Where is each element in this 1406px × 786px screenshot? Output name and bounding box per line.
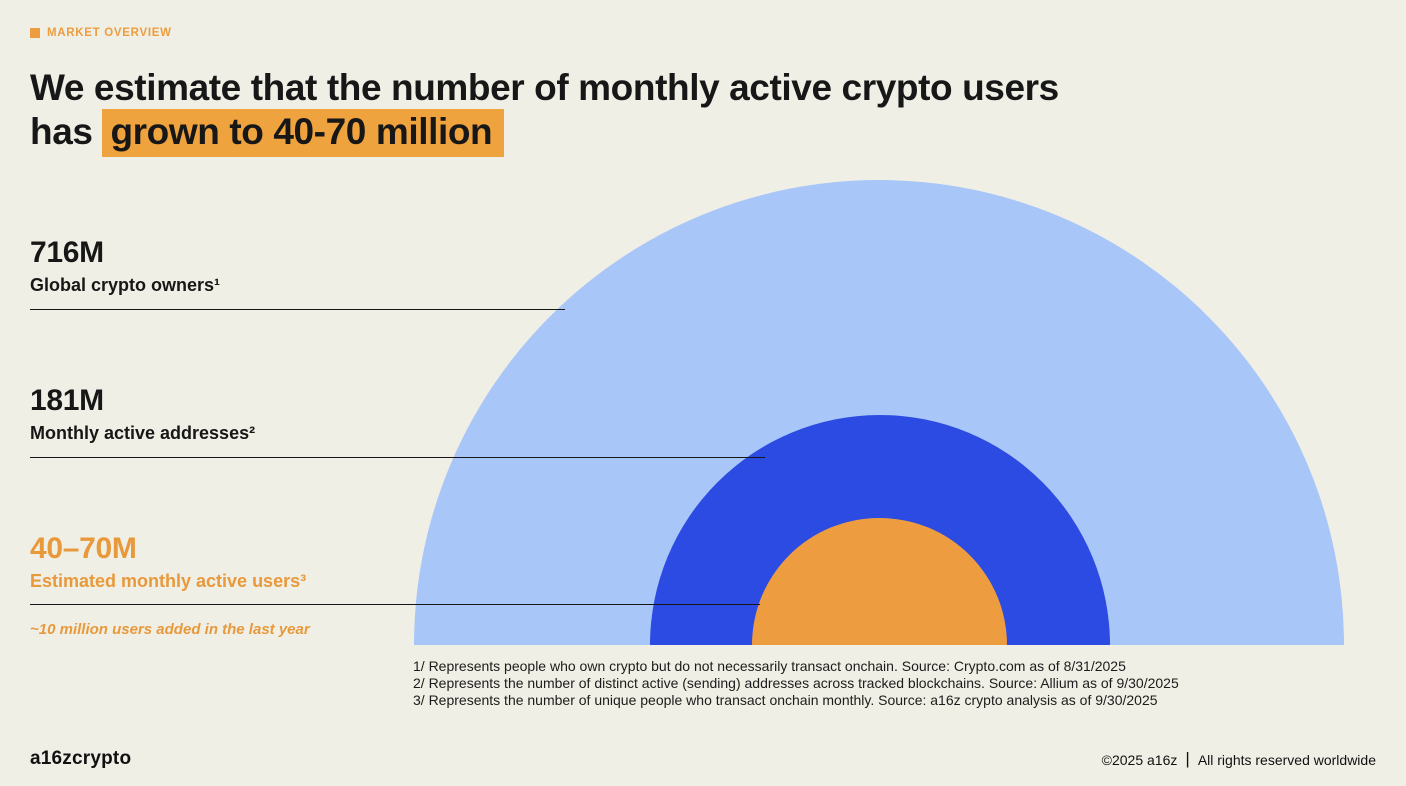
metric-value: 181M: [30, 384, 104, 417]
footnote-2: 2/ Represents the number of distinct act…: [413, 675, 1179, 691]
leader-line-estimated-monthly-active-users: [30, 604, 760, 605]
copyright: ©2025 a16z | All rights reserved worldwi…: [1101, 749, 1376, 768]
leader-line-monthly-active-addresses: [30, 457, 765, 458]
copyright-year: ©2025 a16z: [1101, 751, 1178, 768]
metric-global-crypto-owners: 716M Global crypto owners¹: [30, 236, 220, 296]
metric-label: Monthly active addresses²: [30, 423, 256, 443]
metric-monthly-active-addresses: 181M Monthly active addresses²: [30, 384, 255, 444]
eyebrow-square-icon: [30, 28, 40, 38]
slide-title: We estimate that the number of monthly a…: [30, 66, 1280, 158]
annotation-users-added: ~10 million users added in the last year: [30, 621, 310, 638]
metric-value: 40–70M: [30, 532, 137, 565]
eyebrow-label: MARKET OVERVIEW: [47, 27, 172, 39]
metric-label: Global crypto owners¹: [30, 275, 221, 295]
copyright-divider: |: [1185, 749, 1190, 768]
metric-label: Estimated monthly active users³: [30, 571, 307, 591]
eyebrow: MARKET OVERVIEW: [30, 27, 172, 39]
copyright-rights: All rights reserved worldwide: [1197, 751, 1376, 768]
metric-estimated-monthly-active-users: 40–70M Estimated monthly active users³: [30, 532, 306, 592]
footnotes: 1/ Represents people who own crypto but …: [413, 658, 1179, 709]
a16zcrypto-logo: a16zcrypto: [30, 748, 132, 769]
leader-line-global-crypto-owners: [30, 309, 565, 310]
title-line-2-prefix: has: [30, 111, 93, 153]
footnote-3: 3/ Represents the number of unique peopl…: [413, 692, 1158, 708]
title-highlight: grown to 40-70 million: [102, 109, 505, 158]
title-line-1: We estimate that the number of monthly a…: [30, 67, 1059, 108]
footnote-1: 1/ Represents people who own crypto but …: [413, 658, 1126, 674]
metric-value: 716M: [30, 236, 104, 269]
